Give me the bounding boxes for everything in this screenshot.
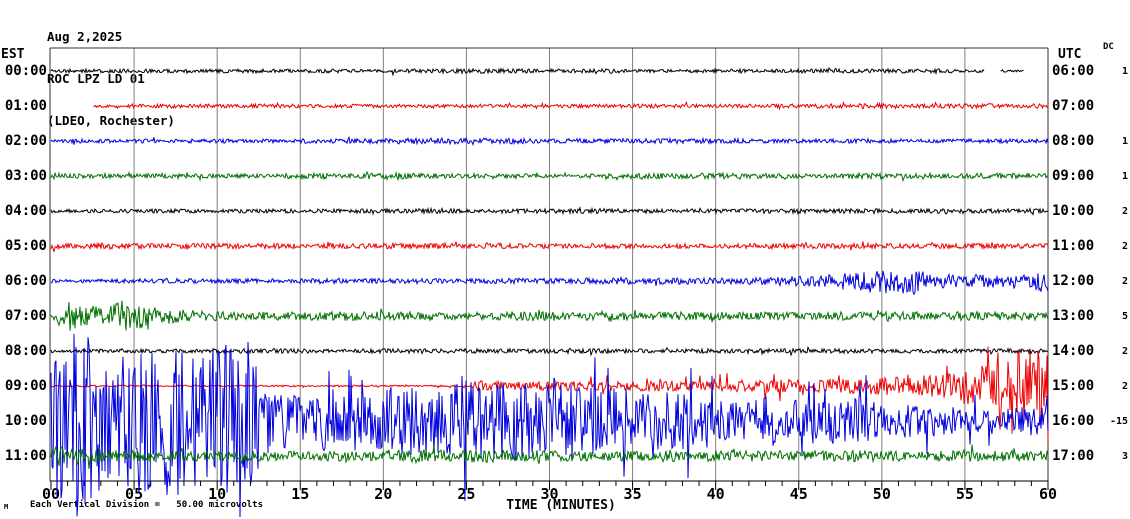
- header-location: (LDEO, Rochester): [47, 113, 175, 128]
- est-label: 00:00: [4, 63, 47, 79]
- dc-value: -15: [1109, 416, 1128, 427]
- x-tick-label: 10: [208, 485, 227, 503]
- utc-label: 17:00: [1052, 448, 1095, 464]
- utc-label: 16:00: [1052, 413, 1095, 429]
- utc-label: 09:00: [1052, 168, 1095, 184]
- x-tick-label: 25: [457, 485, 476, 503]
- x-tick-label: 00: [41, 485, 61, 503]
- x-tick-label: 45: [789, 485, 808, 503]
- x-tick-label: 50: [872, 485, 891, 503]
- dc-value: 2: [1121, 206, 1128, 217]
- utc-label: 06:00: [1052, 63, 1095, 79]
- x-tick-label: 15: [291, 485, 310, 503]
- est-label: 09:00: [4, 378, 47, 394]
- x-tick-label: 35: [623, 485, 642, 503]
- dc-value: 2: [1121, 276, 1128, 287]
- utc-label: 10:00: [1052, 203, 1095, 219]
- x-tick-label: 30: [540, 485, 559, 503]
- dc-value: 2: [1121, 346, 1128, 357]
- est-label: 10:00: [4, 413, 47, 429]
- est-label: 03:00: [4, 168, 47, 184]
- est-label: 05:00: [4, 238, 47, 254]
- utc-label: 08:00: [1052, 133, 1095, 149]
- x-tick-label: 40: [706, 485, 725, 503]
- x-tick-label: 05: [125, 485, 144, 503]
- dc-value: 2: [1121, 241, 1128, 252]
- est-label: 01:00: [4, 98, 47, 114]
- right-axis-title: UTC: [1058, 47, 1082, 62]
- utc-label: 12:00: [1052, 273, 1095, 289]
- dc-value: 1: [1121, 171, 1128, 182]
- footer-marker: M: [4, 503, 9, 511]
- utc-label: 13:00: [1052, 308, 1095, 324]
- dc-value: 1: [1121, 136, 1128, 147]
- utc-label: 11:00: [1052, 238, 1095, 254]
- header-date: Aug 2,2025: [47, 29, 123, 44]
- est-label: 07:00: [4, 308, 47, 324]
- est-label: 06:00: [4, 273, 47, 289]
- dc-value: 2: [1121, 381, 1128, 392]
- dc-value: 5: [1121, 311, 1128, 322]
- est-label: 11:00: [4, 448, 47, 464]
- x-tick-label: 20: [374, 485, 393, 503]
- dc-value: 3: [1121, 451, 1128, 462]
- dc-column-title: DC: [1103, 42, 1114, 52]
- est-label: 08:00: [4, 343, 47, 359]
- x-tick-label: 60: [1038, 485, 1058, 503]
- utc-label: 14:00: [1052, 343, 1095, 359]
- utc-label: 07:00: [1052, 98, 1095, 114]
- est-label: 02:00: [4, 133, 47, 149]
- left-axis-title: EST: [1, 47, 25, 62]
- est-label: 04:00: [4, 203, 47, 219]
- x-tick-label: 55: [955, 485, 974, 503]
- dc-value: 1: [1121, 66, 1128, 77]
- utc-label: 15:00: [1052, 378, 1095, 394]
